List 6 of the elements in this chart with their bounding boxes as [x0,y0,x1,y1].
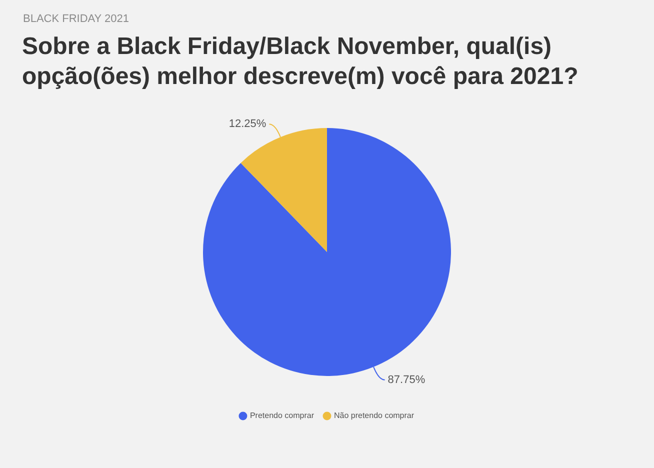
legend-label: Não pretendo comprar [334,411,414,420]
data-label: 12.25% [228,118,266,130]
chart-title: Sobre a Black Friday/Black November, qual(is) opção(ões) melhor descreve(m) você para 2021? [22,32,580,92]
data-label: 87.75% [388,374,426,386]
text: BLACK FRIDAY 2021 [23,13,129,25]
legend-label: Pretendo comprar [250,411,314,420]
